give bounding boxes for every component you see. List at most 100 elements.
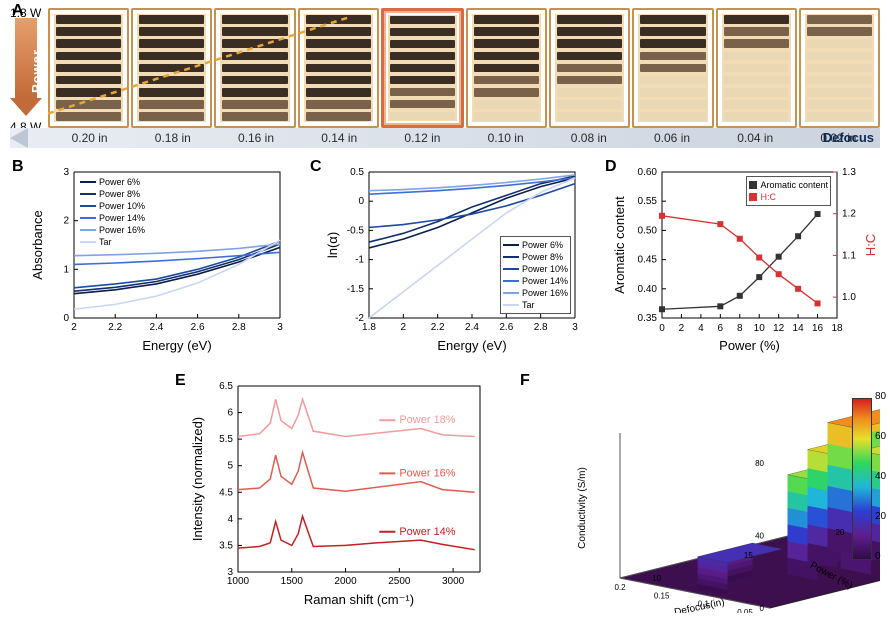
svg-text:0.05: 0.05 — [737, 608, 753, 613]
sample-1 — [131, 8, 212, 128]
defocus-arrow-icon — [10, 128, 28, 148]
svg-text:0: 0 — [659, 323, 665, 334]
svg-text:3000: 3000 — [442, 576, 465, 587]
svg-text:4.5: 4.5 — [219, 487, 233, 498]
svg-text:2.6: 2.6 — [499, 322, 513, 333]
colorbar: 020406080 — [852, 398, 872, 560]
svg-text:8: 8 — [737, 323, 743, 334]
defocus-label-3: 0.14 in — [298, 128, 381, 148]
svg-text:3.5: 3.5 — [219, 540, 233, 551]
svg-text:16: 16 — [812, 323, 824, 334]
svg-text:4: 4 — [227, 514, 233, 525]
svg-text:5: 5 — [227, 461, 233, 472]
panel-E-chart: 1000150020002500300033.544.555.566.5Rama… — [190, 378, 490, 608]
defocus-label-2: 0.16 in — [214, 128, 297, 148]
svg-text:80: 80 — [755, 459, 764, 468]
svg-text:1.2: 1.2 — [842, 209, 856, 220]
svg-text:2: 2 — [679, 323, 685, 334]
sample-0 — [48, 8, 129, 128]
svg-text:Intensity (normalized): Intensity (normalized) — [190, 417, 205, 541]
svg-text:2500: 2500 — [388, 576, 411, 587]
svg-text:1: 1 — [63, 264, 69, 275]
legend: Power 6%Power 8%Power 10%Power 14%Power … — [500, 236, 571, 314]
svg-text:3: 3 — [227, 567, 233, 578]
svg-text:6: 6 — [227, 408, 233, 419]
sample-9 — [799, 8, 880, 128]
sample-3 — [298, 8, 379, 128]
panel-A: 1.8 W Power 4.8 W 0.20 in0.18 in0.16 in0… — [10, 8, 880, 148]
svg-text:2.4: 2.4 — [465, 322, 479, 333]
svg-text:-0.5: -0.5 — [347, 225, 365, 236]
samples-row — [48, 8, 880, 128]
label-B: B — [12, 158, 24, 176]
svg-text:10: 10 — [754, 323, 766, 334]
sample-4 — [381, 8, 464, 128]
svg-text:2.6: 2.6 — [191, 322, 205, 333]
power-arrow-text: Power — [29, 49, 44, 93]
svg-text:0.35: 0.35 — [638, 313, 658, 324]
svg-text:14: 14 — [793, 323, 805, 334]
svg-text:ln(α): ln(α) — [325, 232, 340, 258]
svg-text:1.0: 1.0 — [842, 292, 856, 303]
svg-text:20: 20 — [836, 528, 845, 537]
svg-text:1.3: 1.3 — [842, 167, 856, 178]
svg-text:2: 2 — [71, 322, 77, 333]
defocus-label-1: 0.18 in — [131, 128, 214, 148]
panel-B-chart: 22.22.42.62.830123Energy (eV)AbsorbanceP… — [30, 164, 290, 354]
defocus-label-5: 0.10 in — [464, 128, 547, 148]
svg-text:1.8: 1.8 — [362, 322, 376, 333]
defocus-label-8: 0.04 in — [714, 128, 797, 148]
label-F: F — [520, 372, 530, 390]
svg-text:0.45: 0.45 — [638, 255, 658, 266]
svg-text:40: 40 — [755, 532, 764, 541]
sample-8 — [716, 8, 797, 128]
svg-text:0.2: 0.2 — [614, 583, 626, 592]
sample-2 — [214, 8, 295, 128]
svg-text:1500: 1500 — [281, 576, 304, 587]
svg-text:0.15: 0.15 — [654, 591, 670, 600]
legend: Power 6%Power 8%Power 10%Power 14%Power … — [78, 174, 147, 250]
svg-text:1.1: 1.1 — [842, 250, 856, 261]
svg-text:Power 16%: Power 16% — [399, 467, 455, 479]
svg-text:Power 18%: Power 18% — [399, 414, 455, 426]
defocus-label-4: 0.12 in — [381, 128, 464, 148]
label-C: C — [310, 158, 322, 176]
svg-text:2000: 2000 — [334, 576, 357, 587]
panel-D-chart: 0246810121416180.350.400.450.500.550.601… — [610, 164, 885, 354]
svg-text:2: 2 — [63, 216, 69, 227]
svg-text:0: 0 — [760, 604, 765, 613]
svg-text:3: 3 — [277, 322, 283, 333]
defocus-label-0: 0.20 in — [48, 128, 131, 148]
svg-text:10: 10 — [652, 574, 661, 583]
figure-root: { "labels": {"A":"A","B":"B","C":"C","D"… — [0, 0, 890, 623]
svg-text:Absorbance: Absorbance — [30, 210, 45, 279]
defocus-label-6: 0.08 in — [547, 128, 630, 148]
svg-text:Power (%): Power (%) — [719, 338, 780, 353]
svg-text:6: 6 — [718, 323, 724, 334]
sample-7 — [632, 8, 713, 128]
svg-text:2: 2 — [401, 322, 407, 333]
svg-text:H:C: H:C — [863, 234, 878, 256]
svg-text:12: 12 — [773, 323, 785, 334]
svg-text:0.50: 0.50 — [638, 225, 658, 236]
svg-text:0.5: 0.5 — [350, 167, 364, 178]
svg-text:-1.5: -1.5 — [347, 284, 365, 295]
svg-text:0.40: 0.40 — [638, 284, 658, 295]
svg-text:5.5: 5.5 — [219, 434, 233, 445]
svg-text:2.8: 2.8 — [232, 322, 246, 333]
svg-text:2.8: 2.8 — [534, 322, 548, 333]
sample-6 — [549, 8, 630, 128]
svg-text:Energy (eV): Energy (eV) — [142, 338, 211, 353]
svg-text:Conductivity (S/m): Conductivity (S/m) — [577, 467, 588, 549]
defocus-labels: 0.20 in0.18 in0.16 in0.14 in0.12 in0.10 … — [48, 128, 880, 148]
svg-text:3: 3 — [572, 322, 578, 333]
svg-text:2.2: 2.2 — [431, 322, 445, 333]
svg-text:4: 4 — [698, 323, 704, 334]
svg-text:-2: -2 — [355, 313, 364, 324]
panel-C-chart: 1.822.22.42.62.83-2-1.5-1-0.500.5Energy … — [325, 164, 585, 354]
panel-F-chart: 0.050.10.150.210152004080Defocus(in)Powe… — [530, 378, 880, 613]
svg-text:2.2: 2.2 — [108, 322, 122, 333]
svg-text:0.55: 0.55 — [638, 196, 658, 207]
svg-text:-1: -1 — [355, 255, 364, 266]
svg-text:15: 15 — [744, 551, 753, 560]
